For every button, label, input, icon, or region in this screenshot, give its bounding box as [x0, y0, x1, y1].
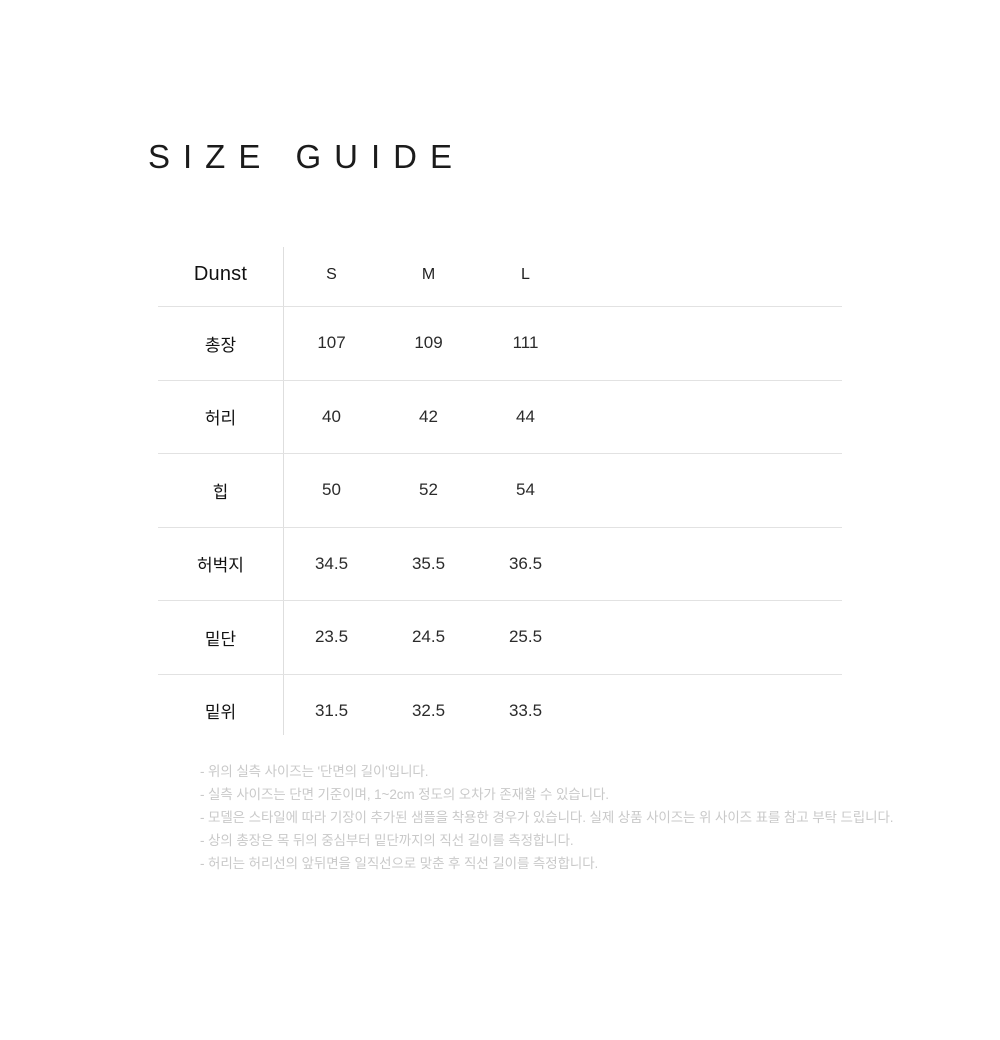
note-line: - 위의 실측 사이즈는 '단면의 길이'입니다. [200, 764, 429, 779]
measurement-value: 54 [477, 453, 574, 527]
size-column-header-l: L [521, 265, 530, 283]
row-filler-cell [574, 453, 842, 527]
table-row: 밑단 23.5 24.5 25.5 [158, 600, 842, 674]
measurement-value: 25.5 [477, 600, 574, 674]
measurement-value: 107 [283, 306, 380, 380]
page-title: SIZE GUIDE [148, 138, 466, 175]
row-filler-cell [574, 526, 842, 601]
table-row: 밑위 31.5 32.5 33.5 [158, 673, 842, 747]
row-filler-cell [574, 379, 842, 454]
table-row: 총장 107 109 111 [158, 306, 842, 380]
measurement-value: 24.5 [380, 600, 477, 674]
measurement-value: 111 [477, 306, 574, 380]
measurement-value: 36.5 [477, 526, 574, 601]
row-filler-cell [574, 306, 842, 380]
size-column-header-m: M [421, 265, 436, 283]
measurement-value: 31.5 [283, 673, 380, 747]
measurement-value: 109 [380, 306, 477, 380]
note-line: - 실측 사이즈는 단면 기준이며, 1~2cm 정도의 오차가 존재할 수 있… [200, 787, 609, 802]
measurement-label: 총장 [158, 306, 283, 380]
measurement-label: 허리 [158, 379, 283, 454]
measurement-value: 50 [283, 453, 380, 527]
measurement-value: 33.5 [477, 673, 574, 747]
note-line: - 모델은 스타일에 따라 기장이 추가된 샘플을 착용한 경우가 있습니다. … [200, 810, 894, 825]
header-filler-cell [574, 247, 842, 307]
table-row: 허리 40 42 44 [158, 379, 842, 454]
size-column-header-s: S [326, 265, 337, 283]
measurement-value: 34.5 [283, 526, 380, 601]
measurement-value: 52 [380, 453, 477, 527]
note-line: - 허리는 허리선의 앞뒤면을 일직선으로 맞춘 후 직선 길이를 측정합니다. [200, 856, 599, 871]
measurement-value: 35.5 [380, 526, 477, 601]
size-notes: - 위의 실측 사이즈는 '단면의 길이'입니다. - 실측 사이즈는 단면 기준… [200, 760, 894, 875]
measurement-label: 밑위 [158, 673, 283, 747]
measurement-value: 23.5 [283, 600, 380, 674]
brand-label: Dunst [193, 263, 248, 285]
measurement-value: 32.5 [380, 673, 477, 747]
measurement-value: 42 [380, 379, 477, 454]
measurement-value: 44 [477, 379, 574, 454]
note-line: - 상의 총장은 목 뒤의 중심부터 밑단까지의 직선 길이를 측정합니다. [200, 833, 574, 848]
measurement-label: 밑단 [158, 600, 283, 674]
measurement-label: 힙 [158, 453, 283, 527]
row-filler-cell [574, 600, 842, 674]
measurement-label: 허벅지 [158, 526, 283, 601]
size-table: Dunst S M L 총장 107 109 111 허리 40 42 44 힙 50 52 54 허벅지 34.… [158, 247, 842, 747]
table-header-row: Dunst S M L [158, 247, 842, 307]
table-row: 허벅지 34.5 35.5 36.5 [158, 526, 842, 601]
row-filler-cell [574, 673, 842, 747]
measurement-value: 40 [283, 379, 380, 454]
table-row: 힙 50 52 54 [158, 453, 842, 527]
